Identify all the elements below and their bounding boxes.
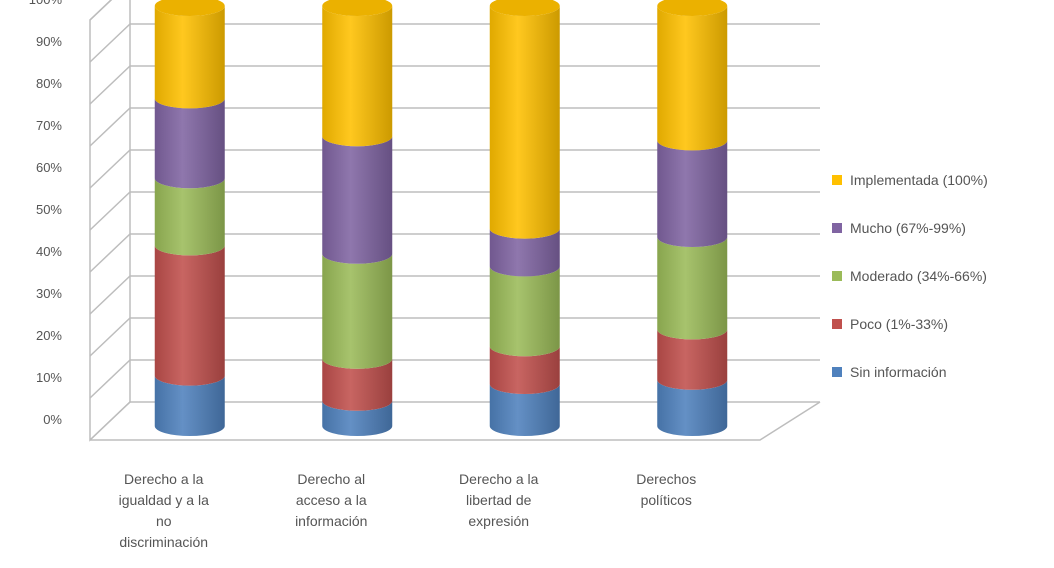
legend-label: Implementada (100%) <box>850 172 988 188</box>
legend-item: Implementada (100%) <box>832 172 988 188</box>
gridline <box>89 233 820 273</box>
bar-segment <box>154 98 225 189</box>
y-tick-label: 0% <box>43 412 62 427</box>
bar-segment <box>154 178 225 256</box>
gridline <box>89 0 113 21</box>
bar-cap <box>322 0 393 16</box>
gridline <box>89 149 820 189</box>
legend: Implementada (100%) Mucho (67%-99%) Modera… <box>832 172 988 380</box>
y-tick-label: 10% <box>36 370 62 385</box>
gridline <box>89 317 820 357</box>
y-tick-label: 90% <box>36 34 62 49</box>
y-tick-label: 50% <box>36 202 62 217</box>
bars <box>154 0 728 437</box>
y-tick-label: 70% <box>36 118 62 133</box>
bar-cap <box>489 0 560 16</box>
legend-item: Mucho (67%-99%) <box>832 220 966 236</box>
floor-edge <box>90 401 821 441</box>
bar-segment <box>489 6 560 239</box>
legend-swatch <box>832 223 842 233</box>
bar-segment <box>489 346 560 394</box>
bar-segment <box>489 266 560 357</box>
gridline <box>89 65 820 105</box>
bar-stack <box>154 0 225 437</box>
y-tick-label: 40% <box>36 244 62 259</box>
y-tick-label: 60% <box>36 160 62 175</box>
gridline <box>89 275 820 315</box>
side-wall <box>89 0 131 442</box>
legend-label: Mucho (67%-99%) <box>850 220 966 236</box>
gridline <box>89 107 820 147</box>
bar-segment <box>489 384 560 437</box>
gridline <box>89 191 820 231</box>
legend-item: Poco (1%-33%) <box>832 316 948 332</box>
category-label: Derecho a la igualdad y a la no discriminac… <box>119 471 210 550</box>
bar-segment <box>322 400 393 437</box>
bar-stack <box>657 0 728 437</box>
chart-floor <box>90 401 821 441</box>
gridlines <box>89 0 820 441</box>
bar-segment <box>657 329 728 390</box>
bar-segment <box>322 253 393 369</box>
bar-segment <box>322 358 393 411</box>
legend-swatch <box>832 319 842 329</box>
legend-item: Moderado (34%-66%) <box>832 268 987 284</box>
y-axis-ticks: 0% 10% 20% 30% 40% 50% 60% 70% 80% 90% 100% <box>29 0 63 427</box>
bar-segment <box>489 228 560 277</box>
y-tick-label: 20% <box>36 328 62 343</box>
y-tick-label: 100% <box>29 0 63 7</box>
bar-segment <box>657 140 728 247</box>
bar-stack <box>322 0 393 437</box>
y-tick-label: 80% <box>36 76 62 91</box>
gridline <box>89 23 820 63</box>
category-label: Derecho al acceso a la información <box>295 471 367 529</box>
category-label: Derechos políticos <box>636 471 696 508</box>
bar-segment <box>657 237 728 340</box>
bar-stack <box>489 0 560 437</box>
gridline <box>89 401 820 441</box>
y-tick-label: 30% <box>36 286 62 301</box>
bar-cap <box>657 0 728 16</box>
bar-segment <box>154 245 225 386</box>
legend-swatch <box>832 175 842 185</box>
legend-swatch <box>832 367 842 377</box>
bar-segment <box>657 379 728 437</box>
legend-swatch <box>832 271 842 281</box>
bar-cap <box>154 0 225 16</box>
legend-label: Poco (1%-33%) <box>850 316 948 332</box>
chart-back-wall <box>89 0 131 442</box>
legend-item: Sin información <box>832 364 947 380</box>
x-axis-categories: Derecho a la igualdad y a la no discriminac… <box>119 471 697 550</box>
bar-segment <box>322 6 393 147</box>
gridline <box>89 359 820 399</box>
bar-segment <box>154 375 225 437</box>
legend-label: Sin información <box>850 364 947 380</box>
bar-segment <box>657 6 728 151</box>
bar-segment <box>322 136 393 264</box>
category-label: Derecho a la libertad de expresión <box>459 471 539 529</box>
legend-label: Moderado (34%-66%) <box>850 268 987 284</box>
bar-segment <box>154 6 225 109</box>
